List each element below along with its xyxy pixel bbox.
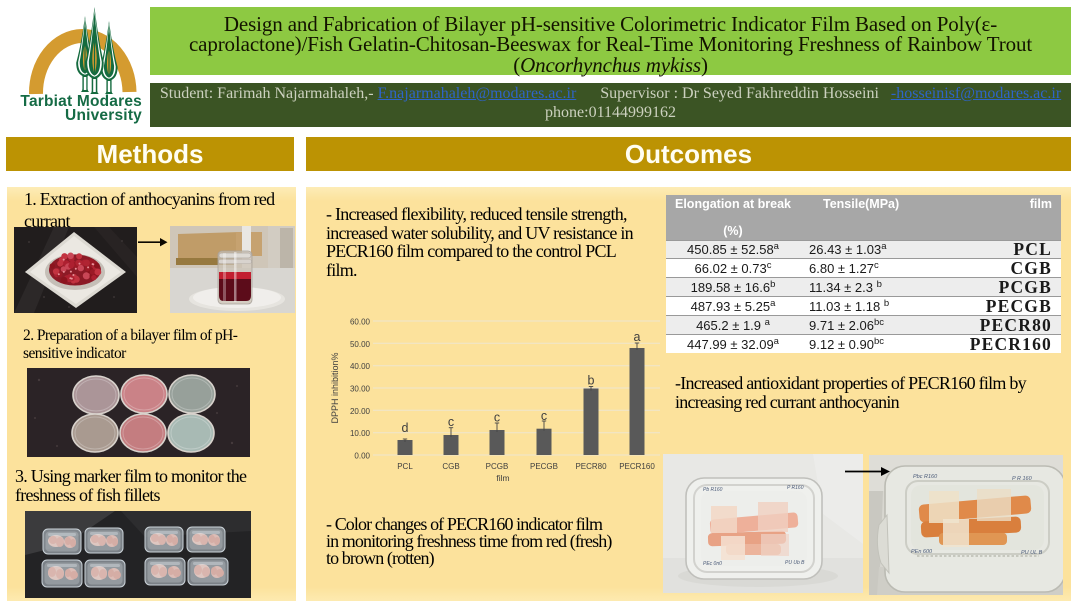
svg-text:PCGB: PCGB	[486, 462, 509, 471]
svg-text:DPPH inhibition%: DPPH inhibition%	[330, 352, 340, 423]
svg-text:Tarbiat Modares: Tarbiat Modares	[20, 93, 142, 110]
svg-text:PU UL B: PU UL B	[1021, 550, 1043, 556]
svg-text:0.00: 0.00	[354, 452, 370, 461]
svg-text:c: c	[494, 411, 500, 425]
svg-text:PEn 600: PEn 600	[911, 549, 933, 555]
svg-text:PCL: PCL	[397, 462, 413, 471]
svg-text:film: film	[496, 473, 509, 483]
svg-text:d: d	[402, 421, 409, 435]
svg-text:Pb R160: Pb R160	[703, 487, 723, 493]
svg-text:30.00: 30.00	[350, 385, 371, 394]
svg-text:PU Ub B: PU Ub B	[785, 560, 805, 566]
svg-text:University: University	[65, 107, 142, 124]
svg-text:CGB: CGB	[442, 462, 459, 471]
svg-text:10.00: 10.00	[350, 429, 371, 438]
svg-text:20.00: 20.00	[350, 407, 371, 416]
svg-text:PEc 0n0: PEc 0n0	[703, 561, 722, 567]
svg-text:PECGB: PECGB	[530, 462, 558, 471]
svg-text:P R 160: P R 160	[1012, 476, 1033, 482]
svg-text:c: c	[541, 409, 547, 423]
svg-text:PECR80: PECR80	[575, 462, 607, 471]
svg-text:50.00: 50.00	[350, 340, 371, 349]
svg-text:b: b	[588, 374, 595, 388]
svg-text:Pbc R160: Pbc R160	[913, 474, 938, 480]
svg-text:PECR160: PECR160	[619, 462, 655, 471]
svg-text:40.00: 40.00	[350, 362, 371, 371]
svg-text:60.00: 60.00	[350, 318, 371, 327]
svg-text:c: c	[448, 415, 454, 429]
svg-text:a: a	[634, 330, 641, 344]
svg-text:P R160: P R160	[787, 485, 804, 491]
